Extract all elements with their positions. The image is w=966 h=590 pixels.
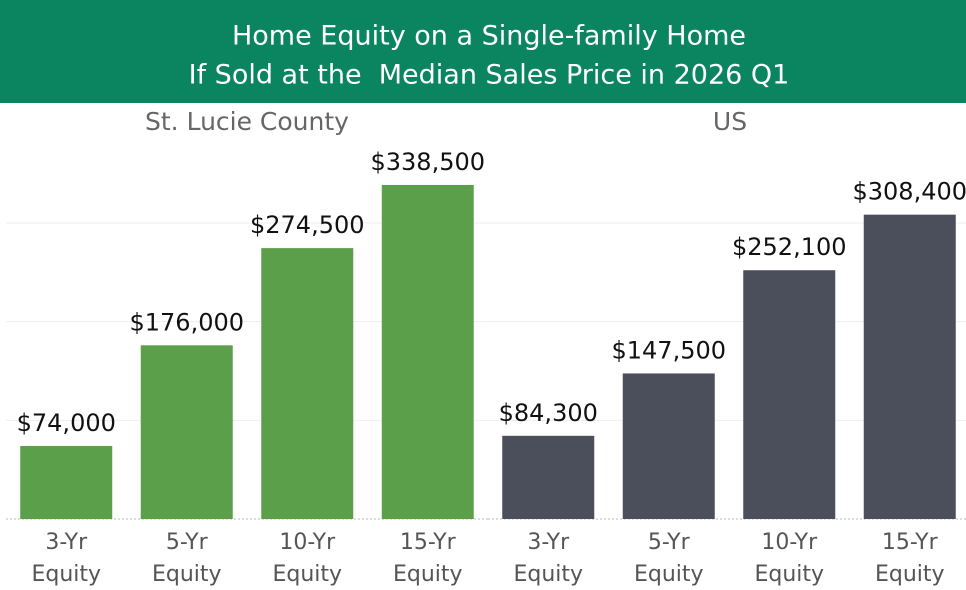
x-tick-label: Equity: [754, 562, 824, 587]
x-tick-label: 5-Yr: [648, 530, 691, 555]
x-tick-label: 10-Yr: [761, 530, 818, 555]
bar: [743, 270, 836, 519]
value-label: $274,500: [250, 211, 365, 239]
x-tick-label: Equity: [393, 562, 463, 587]
value-label: $147,500: [611, 336, 726, 364]
value-label: $252,100: [732, 233, 847, 261]
panel-title: St. Lucie County: [145, 107, 349, 136]
bar: [261, 248, 354, 519]
bar: [863, 214, 956, 519]
x-tick-label: Equity: [152, 562, 222, 587]
bar: [502, 435, 595, 519]
bar: [140, 345, 233, 519]
chart-title: Home Equity on a Single-family Home: [232, 21, 746, 52]
panel-title: US: [713, 107, 747, 136]
x-tick-label: 3-Yr: [45, 530, 88, 555]
x-tick-label: 3-Yr: [527, 530, 570, 555]
x-tick-label: Equity: [513, 562, 583, 587]
x-tick-label: Equity: [31, 562, 101, 587]
x-tick-label: 15-Yr: [400, 530, 457, 555]
chart-title: If Sold at the Median Sales Price in 202…: [189, 60, 790, 91]
x-tick-label: Equity: [634, 562, 704, 587]
x-tick-label: Equity: [875, 562, 945, 587]
x-tick-label: 5-Yr: [166, 530, 209, 555]
value-label: $84,300: [499, 399, 598, 427]
bar: [20, 445, 113, 519]
header-band: [0, 0, 966, 103]
value-label: $176,000: [129, 308, 244, 336]
bar: [622, 373, 715, 519]
bar: [381, 184, 474, 519]
value-label: $308,400: [852, 178, 966, 206]
x-tick-label: 15-Yr: [882, 530, 939, 555]
value-label: $74,000: [17, 409, 116, 437]
x-tick-label: 10-Yr: [279, 530, 336, 555]
x-tick-label: Equity: [272, 562, 342, 587]
value-label: $338,500: [370, 148, 485, 176]
